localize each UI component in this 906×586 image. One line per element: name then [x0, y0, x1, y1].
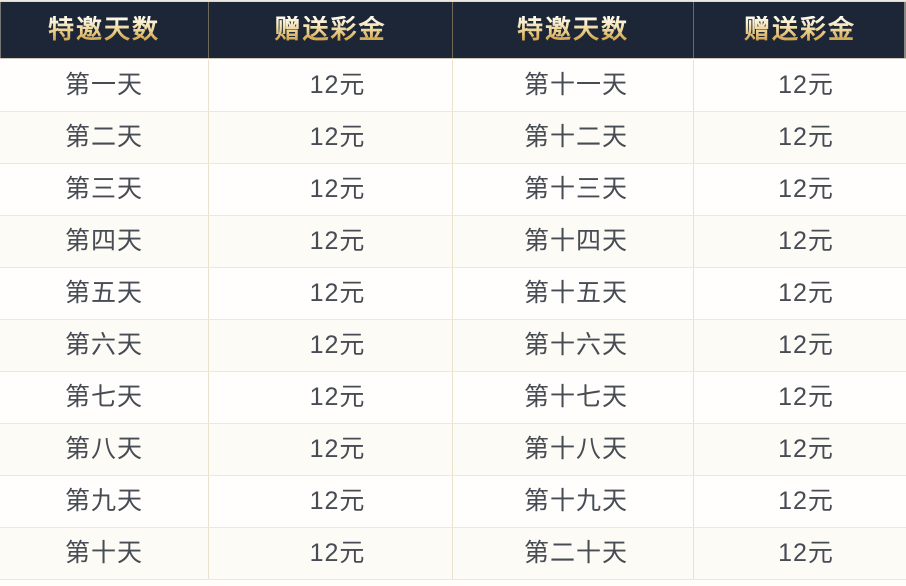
table-row: 第九天 12元 第十九天 12元: [0, 476, 906, 528]
cell-invite-day-right: 第十一天: [452, 60, 693, 111]
table-row: 第八天 12元 第十八天 12元: [0, 424, 906, 476]
cell-bonus-right: 12元: [693, 424, 906, 475]
cell-invite-day-left: 第二天: [64, 123, 143, 151]
cell-invite-day-left: 第一天: [64, 71, 143, 99]
cell-bonus-left: 12元: [208, 476, 452, 527]
cell-bonus-left: 12元: [208, 372, 452, 423]
cell-invite-day-right: 第十六天: [452, 320, 693, 371]
cell-bonus-left: 12元: [208, 112, 452, 163]
cell-invite-day-right: 第十三天: [452, 164, 693, 215]
cell-bonus-right: 12元: [693, 320, 906, 371]
cell-invite-day-right: 第十九天: [452, 476, 693, 527]
cell-invite-day-right: 第十八天: [452, 424, 693, 475]
cell-bonus-left: 12元: [208, 320, 452, 371]
table-row: 第五天 12元 第十五天 12元: [0, 268, 906, 320]
cell-invite-day-left: 第八天: [64, 435, 143, 463]
cell-bonus-left: 12元: [208, 164, 452, 215]
column-header-invite-days-right: 特邀天数: [452, 2, 693, 58]
cell-invite-day-right: 第十二天: [452, 112, 693, 163]
cell-invite-day-left: 第三天: [64, 175, 143, 203]
cell-bonus-right: 12元: [693, 528, 906, 579]
table-row: 第一天 12元 第十一天 12元: [0, 60, 906, 112]
column-header-bonus-left: 赠送彩金: [208, 2, 452, 58]
cell-invite-day-left: 第六天: [64, 331, 143, 359]
table-row: 第三天 12元 第十三天 12元: [0, 164, 906, 216]
cell-bonus-right: 12元: [693, 164, 906, 215]
cell-bonus-right: 12元: [693, 476, 906, 527]
table-row: 第六天 12元 第十六天 12元: [0, 320, 906, 372]
cell-bonus-left: 12元: [208, 216, 452, 267]
cell-bonus-right: 12元: [693, 112, 906, 163]
table-row: 第四天 12元 第十四天 12元: [0, 216, 906, 268]
column-header-invite-days-left: 特邀天数: [0, 2, 208, 58]
cell-bonus-right: 12元: [693, 216, 906, 267]
cell-invite-day-right: 第十五天: [452, 268, 693, 319]
cell-invite-day-right: 第十七天: [452, 372, 693, 423]
cell-invite-day-left: 第五天: [64, 279, 143, 307]
cell-bonus-right: 12元: [693, 60, 906, 111]
table-bottom-edge: [0, 580, 906, 586]
cell-invite-day-left: 第九天: [64, 487, 143, 515]
table-row: 第七天 12元 第十七天 12元: [0, 372, 906, 424]
column-header-label: 特邀天数: [516, 14, 629, 44]
cell-invite-day-right: 第二十天: [452, 528, 693, 579]
cell-invite-day-left: 第四天: [64, 227, 143, 255]
cell-bonus-left: 12元: [208, 424, 452, 475]
table-top-edge: [0, 0, 906, 2]
table-body: 第一天 12元 第十一天 12元 第二天 12元 第十二天 12元 第三天 12…: [0, 60, 906, 580]
cell-invite-day-left: 第七天: [64, 383, 143, 411]
table-row: 第十天 12元 第二十天 12元: [0, 528, 906, 580]
column-header-label: 赠送彩金: [743, 14, 856, 44]
cell-bonus-right: 12元: [693, 268, 906, 319]
column-header-label: 赠送彩金: [274, 14, 387, 44]
column-header-bonus-right: 赠送彩金: [693, 2, 906, 58]
table-header-row: 特邀天数 赠送彩金 特邀天数 赠送彩金: [0, 2, 906, 59]
table-row: 第二天 12元 第十二天 12元: [0, 112, 906, 164]
cell-bonus-left: 12元: [208, 528, 452, 579]
cell-invite-day-left: 第十天: [64, 539, 143, 567]
column-header-label: 特邀天数: [47, 14, 160, 44]
cell-bonus-right: 12元: [693, 372, 906, 423]
cell-bonus-left: 12元: [208, 60, 452, 111]
cell-bonus-left: 12元: [208, 268, 452, 319]
cell-invite-day-right: 第十四天: [452, 216, 693, 267]
